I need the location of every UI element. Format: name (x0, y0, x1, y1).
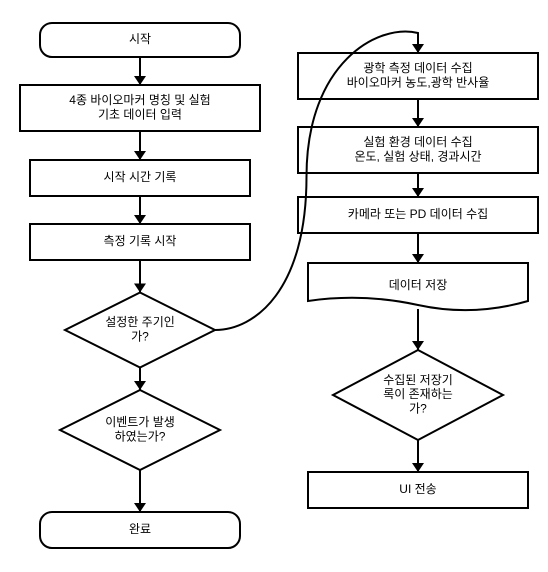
node-label: UI 전송 (399, 482, 436, 496)
node-label: 기초 데이터 입력 (98, 107, 182, 121)
edge-start-input (134, 57, 146, 85)
node-ui: UI 전송 (308, 472, 528, 508)
node-start: 시작 (40, 23, 240, 57)
node-label: 온도, 실험 상태, 경과시간 (354, 149, 481, 163)
node-label: 이벤트가 발생 (105, 415, 175, 429)
node-store: 데이터 저장 (308, 263, 528, 310)
node-label: 카메라 또는 PD 데이터 수집 (348, 207, 488, 221)
node-exists: 수집된 저장기록이 존재하는가? (333, 350, 503, 440)
node-label: 측정 기록 시작 (104, 234, 177, 248)
node-label: 가? (131, 329, 149, 343)
node-event: 이벤트가 발생하였는가? (60, 390, 220, 470)
node-label: 시작 시간 기록 (104, 170, 177, 184)
node-label: 수집된 저장기 (383, 373, 453, 387)
edge-env-camera (412, 173, 424, 197)
node-camera: 카메라 또는 PD 데이터 수집 (298, 197, 538, 233)
node-input: 4종 바이오마커 명칭 및 실험기초 데이터 입력 (20, 85, 260, 131)
edge-period-event (134, 368, 146, 391)
node-label: 가? (409, 402, 427, 416)
node-label: 광학 측정 데이터 수집 (363, 61, 472, 75)
node-env: 실험 환경 데이터 수집온도, 실험 상태, 경과시간 (298, 127, 538, 173)
node-label: 실험 환경 데이터 수집 (363, 135, 472, 149)
edge-exists-ui (412, 440, 424, 472)
node-label: 하였는가? (115, 429, 166, 443)
edge-start_record-period (134, 260, 146, 293)
node-period: 설정한 주기인가? (65, 293, 215, 368)
edge-input-record_time (134, 131, 146, 160)
flowchart-diagram: 시작 4종 바이오마커 명칭 및 실험기초 데이터 입력시작 시간 기록측정 기록… (0, 0, 548, 572)
node-done: 완료 (40, 512, 240, 548)
node-label: 시작 (129, 32, 151, 46)
edge-camera-store (412, 233, 424, 263)
node-label: 바이오마커 농도,광학 반사율 (347, 75, 489, 89)
edge-store-exists (412, 309, 424, 350)
edge-optical-env (412, 99, 424, 127)
node-label: 완료 (129, 522, 151, 536)
edge-record_time-start_record (134, 196, 146, 224)
node-label: 설정한 주기인 (105, 315, 175, 329)
node-label: 4종 바이오마커 명칭 및 실험 (69, 93, 210, 107)
node-label: 록이 존재하는 (383, 387, 453, 401)
node-start_record: 측정 기록 시작 (30, 224, 250, 260)
node-label: 데이터 저장 (389, 278, 448, 292)
node-record_time: 시작 시간 기록 (30, 160, 250, 196)
edge-event-done (134, 470, 146, 512)
